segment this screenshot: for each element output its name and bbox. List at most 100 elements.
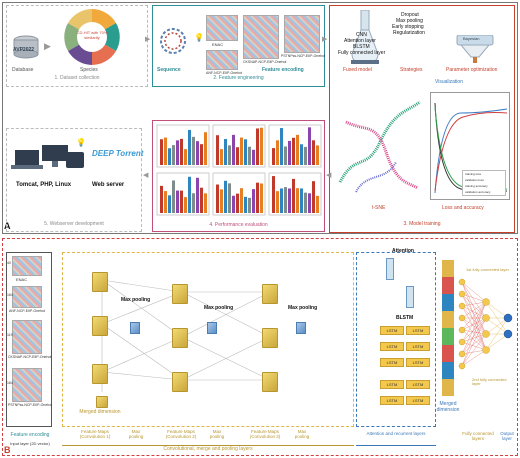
fc-node	[458, 290, 466, 298]
tsne-label: t-SNE	[372, 205, 386, 211]
lstm-cell: LSTM	[380, 380, 404, 389]
merged-stripe	[442, 277, 454, 294]
perf-bar	[272, 148, 275, 165]
fused-model-label: Fused model	[343, 67, 372, 73]
arrow-left-icon: ◀	[326, 172, 332, 179]
fc-edge	[461, 293, 487, 319]
feature-encoding-label: Feature encoding	[262, 67, 304, 73]
max-pooling-label: Max pooling	[288, 305, 318, 311]
feature-map-cube	[92, 272, 108, 292]
merged-stripe	[442, 294, 454, 311]
fc-edge	[461, 293, 487, 335]
lightbulb-icon: 💡	[76, 138, 86, 147]
perf-bar	[280, 188, 283, 213]
lstm-cell: LSTM	[406, 380, 430, 389]
perf-bar	[248, 146, 251, 165]
merged-stripe	[442, 345, 454, 362]
perf-bar	[292, 137, 295, 165]
input-pstnp-label: PSTNPss-NCP-EIIP-Onehot	[8, 403, 53, 407]
feature-map-cube	[172, 284, 188, 304]
fc-node	[482, 314, 490, 322]
arrow-left-icon: ◀	[143, 172, 149, 179]
lstm-cell: LSTM	[380, 396, 404, 405]
lstm-cell: LSTM	[380, 342, 404, 351]
perf-bar	[192, 193, 195, 213]
fc-edge	[461, 329, 487, 351]
output-node	[503, 313, 513, 323]
attention-region	[356, 252, 436, 427]
perf-bar	[220, 149, 223, 165]
feature-engineering-box	[152, 5, 325, 87]
att-group-bracket	[356, 445, 436, 446]
cdhit-label: CD-HIT with 70% similarity	[76, 30, 108, 40]
perf-bar	[304, 192, 307, 213]
merged-cube	[96, 396, 108, 408]
anf-label: ANF-NCP-EIIP-Onehot	[206, 71, 242, 75]
input-column	[6, 252, 52, 427]
step-5-label: 5. Webserver development	[44, 221, 104, 227]
feature-map-cube	[172, 328, 188, 348]
perf-bar	[316, 145, 319, 165]
arrow-right-icon: ▶	[44, 41, 51, 51]
perf-bar	[296, 188, 299, 213]
fc-edge	[461, 333, 487, 355]
species-label: Species	[80, 67, 98, 73]
perf-bar	[236, 147, 239, 165]
cksnap-matrix	[243, 15, 279, 59]
perf-bar	[312, 140, 315, 165]
performance-bar-charts	[156, 124, 322, 220]
perf-bar	[176, 190, 179, 213]
perf-bar	[236, 193, 239, 213]
perf-bar	[280, 128, 283, 165]
mp3-label: Max pooling	[294, 429, 310, 439]
fc-edge	[485, 301, 509, 319]
perf-bar	[284, 187, 287, 213]
sequence-label: Sequence	[157, 67, 181, 73]
legend-item: training accuracy	[465, 184, 488, 188]
fc2-label: 2nd fully connected layer	[472, 377, 507, 387]
input-dim-1: 40	[7, 261, 11, 265]
deeptorrent-logo: DEEP Torrent	[92, 149, 144, 158]
perf-bar	[164, 137, 167, 165]
cksnap-label: CKSNAP-NCP-EIIP-Onehot	[243, 60, 287, 64]
perf-bar	[220, 189, 223, 213]
perf-bar	[252, 149, 255, 165]
loss-legend: training loss validation loss training a…	[462, 170, 506, 196]
input-anf-label: ANF-NCP-EIIP-Onehot	[9, 309, 45, 313]
perf-bar	[256, 128, 259, 165]
fm3-label: Feature Maps (Convolution 3)	[249, 429, 281, 439]
database-logo: AVP2022	[13, 47, 35, 53]
fc-edge	[461, 281, 487, 319]
input-anf	[12, 286, 42, 308]
out-group-label: Output layer	[500, 431, 514, 441]
perf-bar	[256, 182, 259, 213]
mp1-label: Max pooling	[128, 429, 144, 439]
perf-bar	[200, 144, 203, 165]
input-enac-label: ENAC	[16, 277, 28, 282]
perf-bar	[216, 184, 219, 213]
fc-node	[482, 346, 490, 354]
merged-stripe	[442, 328, 454, 345]
att-group-label: Attention and recurrent layers	[366, 431, 426, 436]
feature-map-cube	[262, 328, 278, 348]
fc-edge	[461, 333, 487, 343]
fc-edge	[461, 301, 487, 355]
perf-bar	[300, 188, 303, 213]
fc-edge	[461, 349, 487, 355]
fm1-label: Feature Maps (Convolution 1)	[79, 429, 111, 439]
panel-b-label: B	[4, 445, 11, 455]
perf-bar	[188, 129, 191, 165]
perf-bar	[272, 176, 275, 213]
max-pooling-label: Max pooling	[204, 305, 234, 311]
perf-bar	[172, 145, 175, 165]
desktop-icon	[40, 143, 70, 169]
loss-label: Loss and accuracy	[442, 205, 484, 211]
perf-bar	[304, 146, 307, 165]
fc-edge	[461, 349, 487, 367]
perf-bar	[184, 197, 187, 213]
fc-node	[458, 302, 466, 310]
legend-item: validation loss	[465, 178, 484, 182]
fc-node	[458, 314, 466, 322]
stack-label: Tomcat, PHP, Linux	[16, 182, 72, 188]
anf-matrix	[206, 50, 238, 70]
